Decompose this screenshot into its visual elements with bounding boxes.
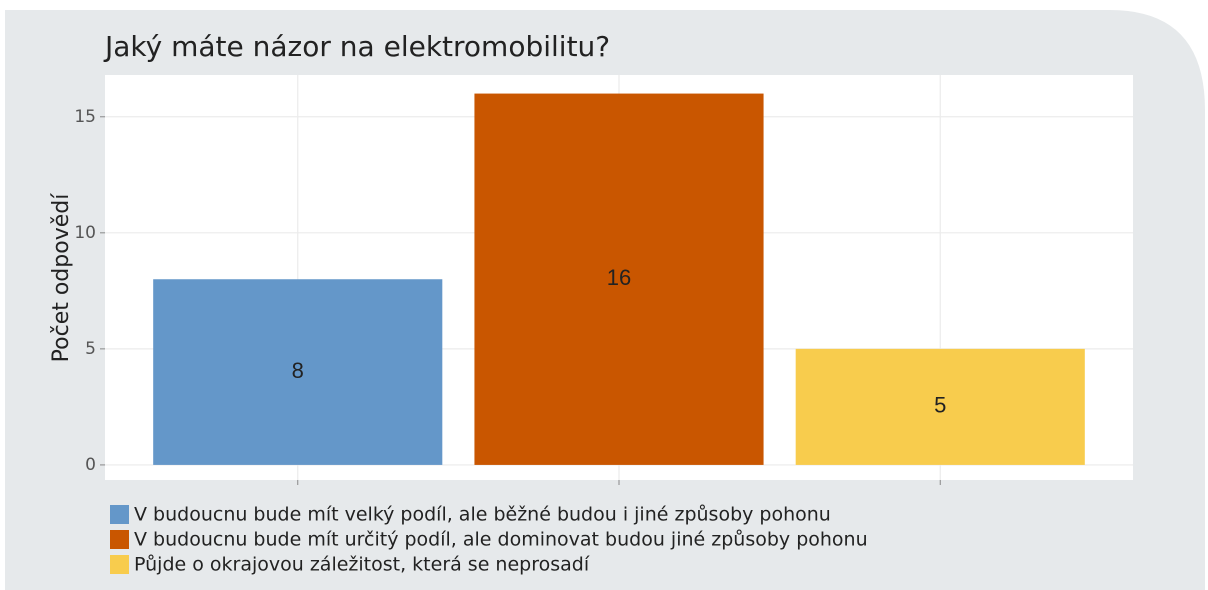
y-tick-label: 0 — [85, 455, 96, 475]
chart-title: Jaký máte názor na elektromobilitu? — [103, 30, 610, 63]
y-tick-label: 10 — [74, 223, 96, 243]
bar — [474, 93, 764, 465]
y-tick-label: 5 — [85, 339, 96, 359]
y-axis-title: Počet odpovědí — [49, 193, 74, 363]
bar — [153, 279, 443, 465]
y-tick-label: 15 — [74, 107, 96, 127]
legend-label: V budoucnu bude mít velký podíl, ale běž… — [134, 504, 831, 526]
legend-label: V budoucnu bude mít určitý podíl, ale do… — [134, 529, 868, 551]
legend-swatch — [110, 505, 129, 524]
legend-swatch — [110, 555, 129, 574]
legend-label: Půjde o okrajovou záležitost, která se n… — [134, 554, 590, 576]
bar — [795, 348, 1085, 465]
bar-value-label: 16 — [607, 265, 631, 290]
legend-swatch — [110, 530, 129, 549]
bar-value-label: 5 — [934, 393, 946, 418]
bar-value-label: 8 — [292, 358, 304, 383]
